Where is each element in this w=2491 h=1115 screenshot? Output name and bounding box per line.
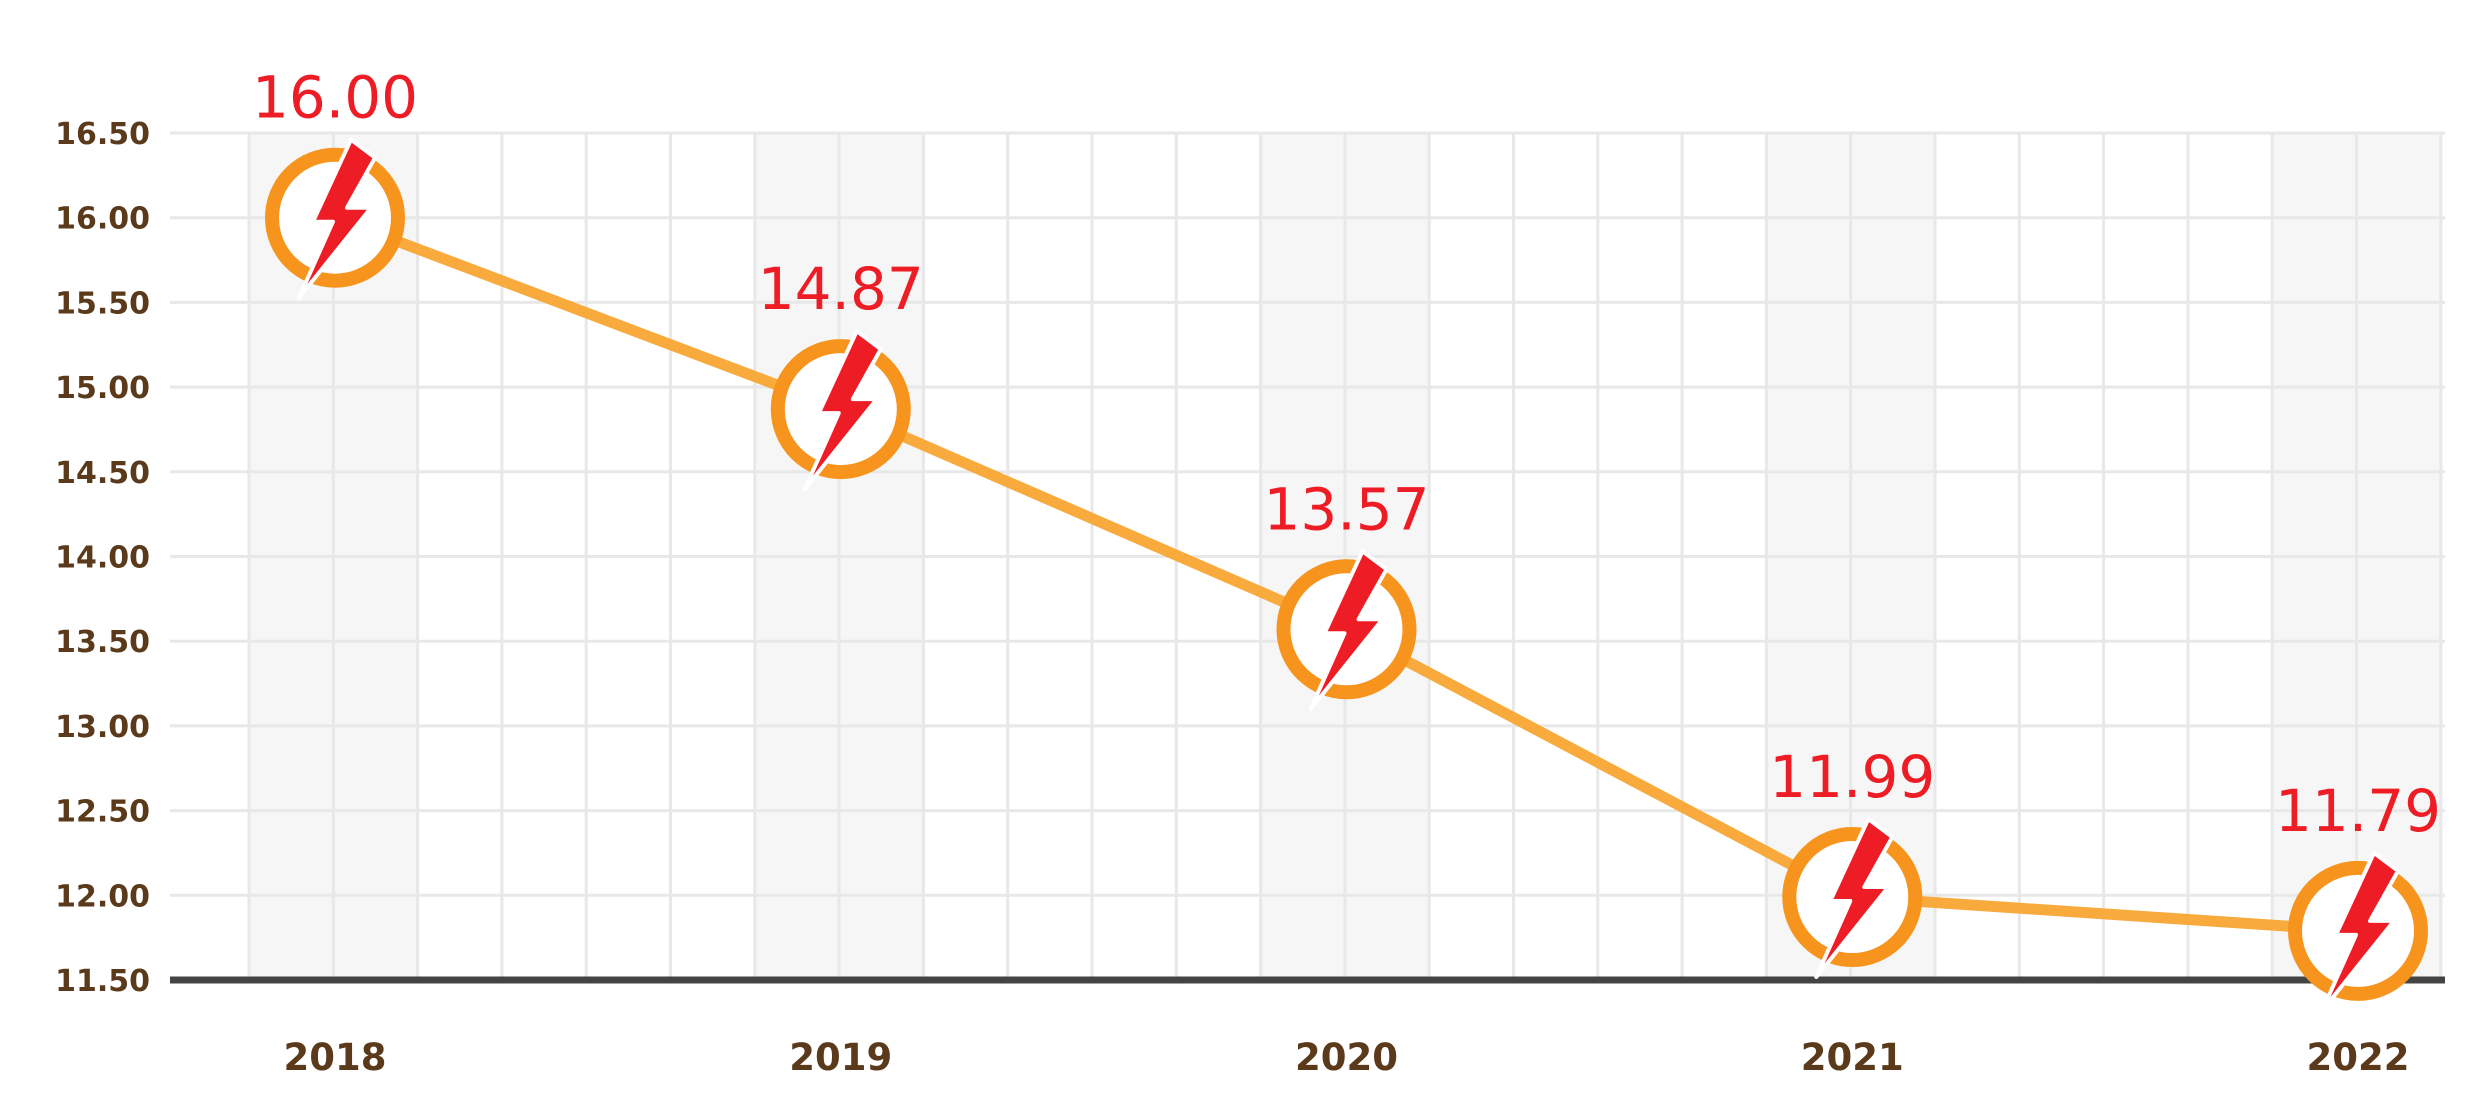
marker-ring — [1276, 559, 1417, 700]
y-tick-label: 16.50 — [55, 117, 150, 152]
x-tick-label: 2020 — [1295, 1036, 1398, 1079]
y-tick-label: 14.50 — [55, 456, 150, 491]
x-tick-label: 2018 — [284, 1036, 387, 1079]
y-tick-label: 13.00 — [55, 710, 150, 745]
x-tick-label: 2021 — [1801, 1036, 1904, 1079]
data-point-marker — [1276, 549, 1417, 712]
y-tick-label: 13.50 — [55, 625, 150, 660]
y-axis: 11.50 12.00 12.50 13.00 13.50 14.00 14.50 15.00… — [55, 117, 150, 999]
marker-ring — [2288, 860, 2428, 1001]
lightning-bolt-icon — [1814, 817, 1895, 979]
data-label: 16.00 — [252, 64, 418, 132]
data-point-marker — [1782, 817, 1923, 979]
grid-lines — [170, 131, 2445, 982]
marker-ring — [265, 147, 405, 288]
y-tick-label: 12.00 — [55, 879, 150, 914]
data-labels: 16.00 14.87 13.57 11.99 11.79 — [252, 64, 2441, 845]
data-markers — [265, 137, 2428, 1013]
lightning-bolt-icon — [1308, 549, 1389, 712]
data-label: 11.79 — [2275, 777, 2441, 845]
y-tick-label: 15.00 — [55, 371, 150, 406]
x-tick-label: 2019 — [789, 1036, 892, 1079]
lightning-bolt-icon — [2320, 850, 2400, 1013]
data-point-marker — [265, 137, 405, 300]
marker-ring — [770, 339, 911, 480]
x-axis: 2018 2019 2020 2021 2022 — [284, 1036, 2410, 1079]
y-tick-label: 11.50 — [55, 964, 150, 999]
data-point-marker — [770, 329, 911, 492]
data-label: 13.57 — [1263, 475, 1429, 543]
y-tick-label: 16.00 — [55, 202, 150, 237]
lightning-bolt-icon — [802, 329, 883, 492]
y-tick-label: 14.00 — [55, 541, 150, 576]
lightning-bolt-icon — [297, 137, 377, 300]
data-label: 11.99 — [1769, 743, 1935, 811]
y-tick-label: 12.50 — [55, 795, 150, 830]
x-tick-label: 2022 — [2307, 1036, 2410, 1079]
data-point-marker — [2288, 850, 2428, 1013]
marker-ring — [1782, 827, 1923, 967]
y-tick-label: 15.50 — [55, 286, 150, 321]
data-label: 14.87 — [758, 255, 924, 323]
